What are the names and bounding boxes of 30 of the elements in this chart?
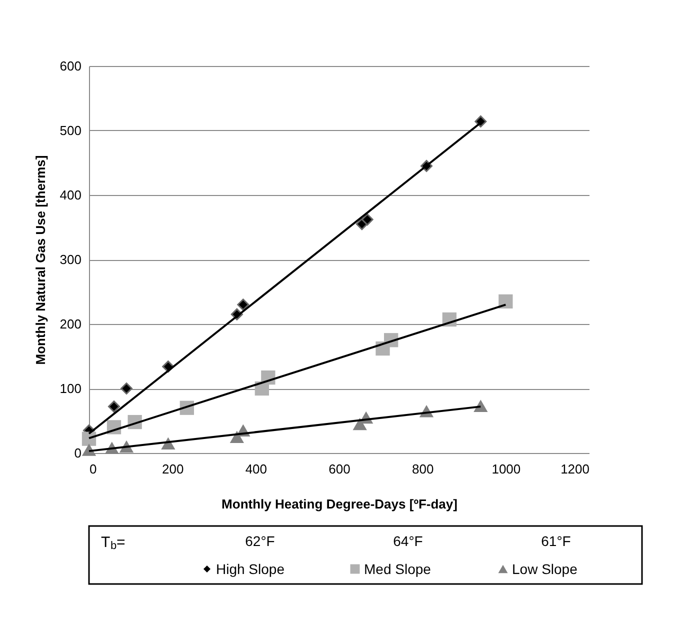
y-axis-title: Monthly Natural Gas Use [therms] <box>32 155 48 365</box>
point <box>361 214 374 226</box>
point <box>82 444 96 456</box>
x-tick-label: 1000 <box>492 462 521 476</box>
point <box>108 400 120 413</box>
point <box>120 382 132 394</box>
y-tick-label: 0 <box>74 446 82 460</box>
x-tick-label: 200 <box>162 462 184 476</box>
x-tick-label: 600 <box>328 462 350 476</box>
y-tick-label: 500 <box>60 123 82 138</box>
x-tick-label: 1200 <box>560 462 590 476</box>
point <box>237 298 250 311</box>
legend-label: High Slope <box>216 561 285 577</box>
x-tick-label: 0 <box>90 462 97 476</box>
y-tick-label: 100 <box>60 381 82 396</box>
point <box>474 400 488 412</box>
point <box>474 115 487 128</box>
x-tick-label: 800 <box>412 462 434 476</box>
legend-label: Low Slope <box>512 561 578 577</box>
y-tick-label: 400 <box>60 188 82 202</box>
y-tick-label: 200 <box>60 316 82 332</box>
y-tick-label: 600 <box>60 58 82 74</box>
text: 62°F <box>245 533 275 549</box>
point <box>498 294 513 308</box>
x-axis-title: Monthly Heating Degree-Days [ºF-day] <box>222 496 458 512</box>
legend-label: Med Slope <box>364 561 432 577</box>
text: 61°F <box>541 533 571 549</box>
x-tick-label: 400 <box>245 462 268 476</box>
y-tick-label: 300 <box>60 252 82 267</box>
text: 64°F <box>393 533 423 549</box>
